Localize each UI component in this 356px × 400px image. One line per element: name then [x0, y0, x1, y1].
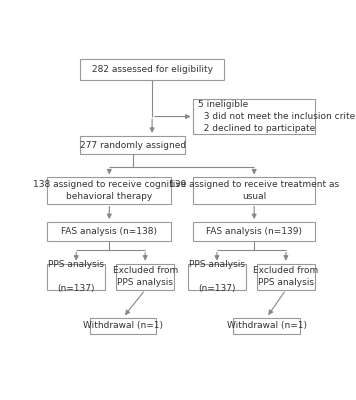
FancyBboxPatch shape — [234, 318, 300, 334]
Text: PPS analysis

(n=137): PPS analysis (n=137) — [189, 260, 245, 293]
Text: 282 assessed for eligibility: 282 assessed for eligibility — [91, 65, 213, 74]
FancyBboxPatch shape — [47, 222, 172, 240]
Text: Withdrawal (n=1): Withdrawal (n=1) — [227, 322, 307, 330]
Text: FAS analysis (n=139): FAS analysis (n=139) — [206, 227, 302, 236]
FancyBboxPatch shape — [116, 264, 174, 290]
FancyBboxPatch shape — [47, 264, 105, 290]
FancyBboxPatch shape — [47, 177, 172, 204]
Text: Withdrawal (n=1): Withdrawal (n=1) — [83, 322, 163, 330]
FancyBboxPatch shape — [188, 264, 246, 290]
Text: PPS analysis

(n=137): PPS analysis (n=137) — [48, 260, 104, 293]
Text: 139 assigned to receive treatment as
usual: 139 assigned to receive treatment as usu… — [169, 180, 339, 201]
Text: Excluded from
PPS analysis: Excluded from PPS analysis — [112, 266, 178, 287]
FancyBboxPatch shape — [80, 136, 185, 154]
Text: 138 assigned to receive cognitive
behavioral therapy: 138 assigned to receive cognitive behavi… — [33, 180, 186, 201]
FancyBboxPatch shape — [80, 59, 224, 80]
FancyBboxPatch shape — [257, 264, 315, 290]
Text: 277 randomly assigned: 277 randomly assigned — [80, 140, 186, 150]
FancyBboxPatch shape — [90, 318, 156, 334]
Text: Excluded from
PPS analysis: Excluded from PPS analysis — [253, 266, 319, 287]
FancyBboxPatch shape — [194, 177, 315, 204]
FancyBboxPatch shape — [194, 99, 315, 134]
FancyBboxPatch shape — [194, 222, 315, 240]
Text: 5 ineligible
  3 did not meet the inclusion criteria*
  2 declined to participat: 5 ineligible 3 did not meet the inclusio… — [198, 100, 356, 133]
Text: FAS analysis (n=138): FAS analysis (n=138) — [61, 227, 157, 236]
